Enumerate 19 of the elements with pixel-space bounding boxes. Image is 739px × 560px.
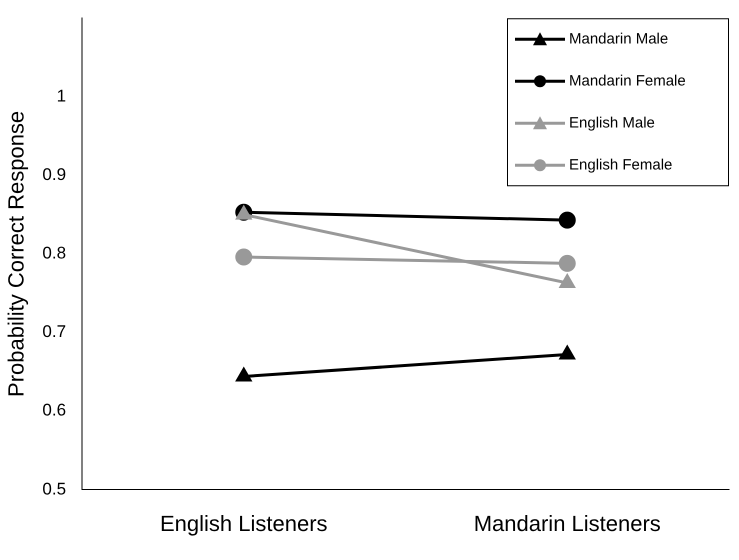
y-tick-label: 0.8: [42, 244, 66, 263]
y-tick-label: 1: [56, 86, 66, 106]
point: [558, 254, 576, 272]
point: [560, 346, 575, 360]
y-tick-label: 0.6: [42, 400, 66, 420]
x-tick-label: English Listeners: [160, 510, 328, 536]
y-tick-label: 0.7: [42, 322, 66, 342]
point: [236, 368, 252, 382]
point: [560, 274, 575, 288]
point: [558, 212, 576, 229]
point: [235, 248, 252, 266]
y-tick-label: 0.5: [42, 479, 66, 498]
x-tick-label: Mandarin Listeners: [474, 510, 661, 536]
y-axis-title: Probability Correct Response: [3, 110, 28, 397]
legend-label: Mandarin Male: [569, 30, 668, 48]
legend-label: Mandarin Female: [569, 72, 686, 90]
y-tick-label: 0.9: [42, 165, 66, 184]
legend-label: English Male: [569, 114, 655, 132]
legend-label: English Female: [569, 156, 672, 174]
